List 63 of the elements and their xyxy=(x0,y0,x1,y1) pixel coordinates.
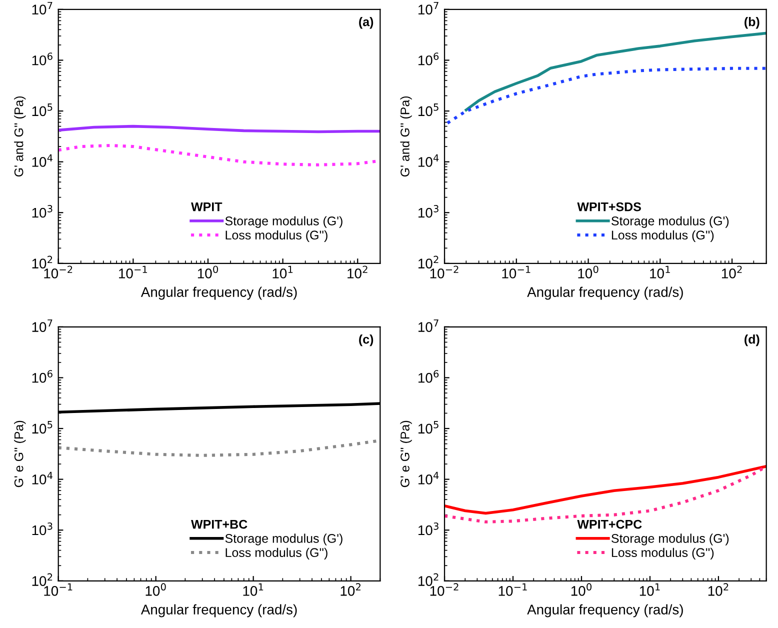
x-axis-title: Angular frequency (rad/s) xyxy=(527,286,683,300)
y-tick-label: 10$^{4}$ xyxy=(418,154,439,167)
y-tick-label: 10$^{6}$ xyxy=(32,52,52,66)
annotation: (a) xyxy=(359,17,374,29)
y-tick-label: 10$^{2}$ xyxy=(418,573,438,586)
y-tick-label: 10$^{2}$ xyxy=(418,256,438,268)
x-tick-label: 10$^{−1}$ xyxy=(119,266,147,278)
y-axis-title: G' e G'' (Pa) xyxy=(400,420,412,488)
y-tick-label: 10$^{3}$ xyxy=(32,522,52,536)
y-tick-label: 10$^{6}$ xyxy=(418,370,439,383)
y-tick-label: 10$^{6}$ xyxy=(32,370,52,383)
legend-title: WPIT xyxy=(191,202,222,212)
legend-label: Loss modulus (G'') xyxy=(226,548,328,560)
y-tick-label: 10$^{7}$ xyxy=(32,2,52,14)
legend-label: Storage modulus (G') xyxy=(612,534,729,546)
y-tick-label: 10$^{4}$ xyxy=(32,154,52,167)
x-tick-label: 10$^{0}$ xyxy=(198,266,218,278)
x-tick-label: 10$^{−1}$ xyxy=(502,266,530,278)
annotation: (b) xyxy=(744,17,760,29)
legend-label: Loss modulus (G'') xyxy=(226,230,328,242)
x-tick-label: 10$^{1}$ xyxy=(272,266,293,278)
x-tick-label: 10$^{2}$ xyxy=(722,266,742,278)
y-tick-label: 10$^{3}$ xyxy=(418,205,438,218)
y-tick-label: 10$^{5}$ xyxy=(32,104,52,116)
legend-title: WPIT+SDS xyxy=(577,202,641,212)
legend-label: Storage modulus (G') xyxy=(225,216,342,228)
y-tick-label: 10$^{3}$ xyxy=(418,522,438,536)
y-tick-label: 10$^{2}$ xyxy=(32,256,52,268)
x-axis-title: Angular frequency (rad/s) xyxy=(527,604,683,618)
x-axis-title: Angular frequency (rad/s) xyxy=(140,604,297,618)
x-tick-label: 10$^{0}$ xyxy=(578,266,598,278)
y-tick-label: 10$^{7}$ xyxy=(418,2,438,14)
x-tick-label: 10$^{1}$ xyxy=(243,583,264,596)
y-tick-label: 10$^{7}$ xyxy=(418,319,438,332)
x-tick-label: 10$^{2}$ xyxy=(340,583,360,596)
y-axis-title: G' and G'' (Pa) xyxy=(400,96,412,177)
y-axis-title: G' e G'' (Pa) xyxy=(14,420,26,488)
annotation: (d) xyxy=(744,334,760,346)
y-tick-label: 10$^{7}$ xyxy=(32,319,52,332)
y-tick-label: 10$^{5}$ xyxy=(418,104,438,116)
x-tick-label: 10$^{1}$ xyxy=(640,583,660,596)
x-tick-label: 10$^{0}$ xyxy=(571,583,592,596)
legend-label: Storage modulus (G') xyxy=(225,534,342,546)
y-tick-label: 10$^{3}$ xyxy=(32,205,52,218)
legend-label: Loss modulus (G'') xyxy=(612,548,714,560)
y-tick-label: 10$^{6}$ xyxy=(418,52,439,66)
x-tick-label: 10$^{1}$ xyxy=(650,266,670,278)
x-axis-title: Angular frequency (rad/s) xyxy=(140,286,297,300)
y-tick-label: 10$^{5}$ xyxy=(418,421,438,434)
y-tick-label: 10$^{4}$ xyxy=(418,472,439,484)
x-tick-label: 10$^{0}$ xyxy=(146,583,166,596)
annotation: (c) xyxy=(359,334,374,346)
legend-title: WPIT+BC xyxy=(191,520,248,529)
legend-title: WPIT+CPC xyxy=(577,520,642,529)
legend-label: Loss modulus (G'') xyxy=(612,230,714,242)
x-tick-label: 10$^{2}$ xyxy=(708,583,728,596)
y-axis-title: G' and G'' (Pa) xyxy=(14,96,26,177)
x-tick-label: 10$^{−1}$ xyxy=(498,583,527,596)
legend-label: Storage modulus (G') xyxy=(612,216,729,228)
y-tick-label: 10$^{4}$ xyxy=(32,472,52,484)
y-tick-label: 10$^{5}$ xyxy=(32,421,52,434)
x-tick-label: 10$^{2}$ xyxy=(348,266,368,278)
y-tick-label: 10$^{2}$ xyxy=(32,573,52,586)
